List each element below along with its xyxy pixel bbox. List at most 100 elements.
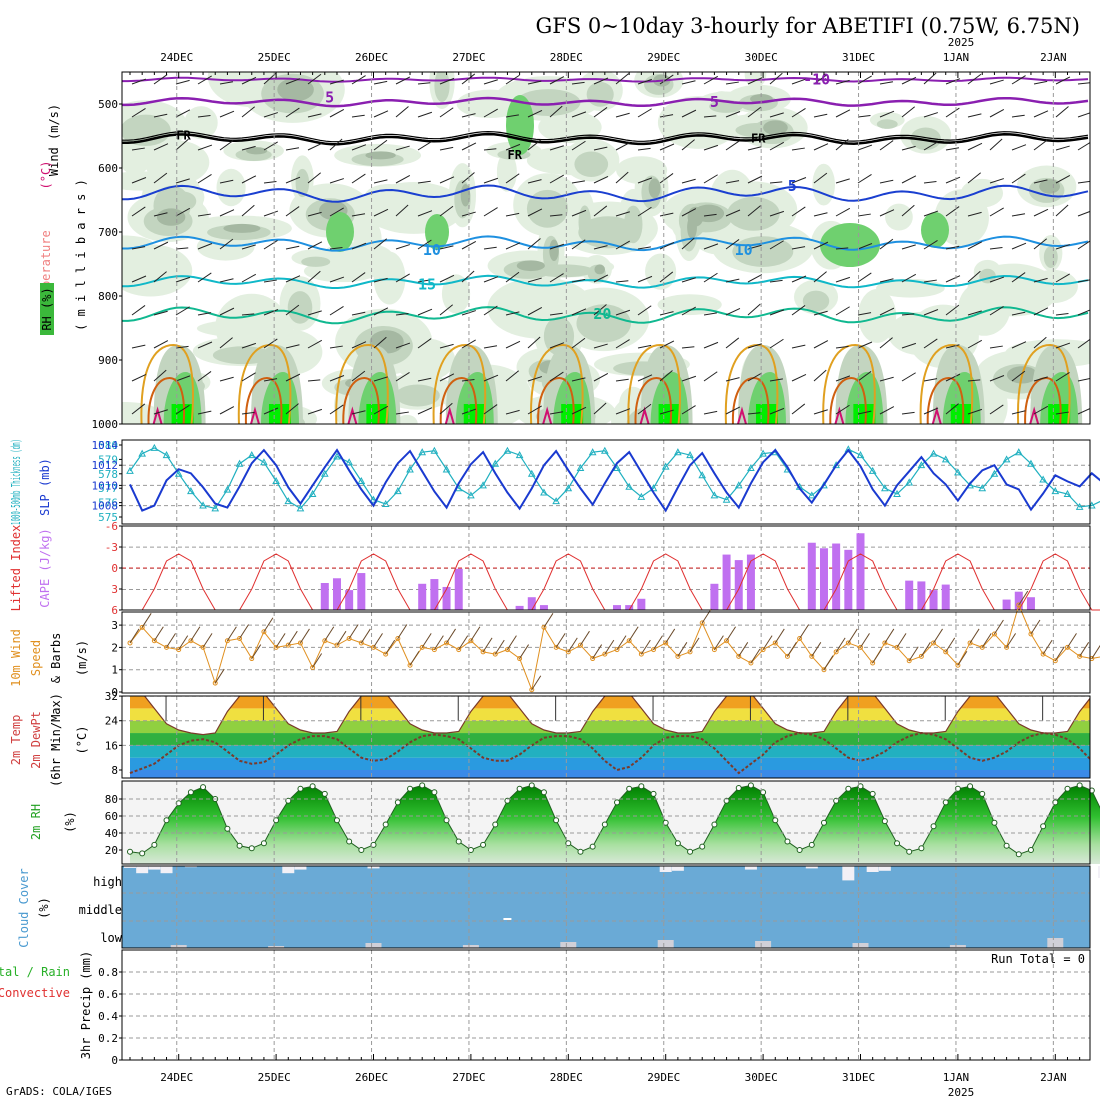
rh-green-area — [326, 212, 354, 252]
rh-point — [918, 845, 925, 852]
wind-barb — [879, 179, 894, 184]
wind-barb — [285, 373, 301, 382]
wind-barb — [1011, 272, 1026, 283]
wind-barb — [1018, 590, 1029, 606]
rh-point — [1052, 799, 1059, 806]
wind-barb — [351, 75, 366, 85]
wind-barb — [901, 342, 917, 349]
wind-barb — [1011, 75, 1026, 85]
ylabel-precip-total: Total / Rain — [0, 965, 70, 979]
wind-barb — [725, 337, 740, 349]
date-label-top: 26DEC — [355, 51, 388, 64]
isotherm-label: 5 — [325, 89, 334, 107]
wind-barb — [750, 648, 761, 664]
wind-barb — [923, 338, 938, 349]
thickness-point — [844, 445, 853, 453]
rh-point — [808, 841, 815, 848]
wind-speed-point — [1004, 644, 1010, 650]
rh-point — [930, 823, 937, 830]
isotherm-10 — [122, 235, 1089, 252]
wind-barb — [166, 633, 176, 648]
wind-barb — [681, 346, 695, 349]
wind-barb — [835, 637, 846, 653]
rh-point — [1064, 785, 1071, 792]
wind-barb — [307, 211, 322, 217]
temp-band — [130, 733, 1090, 746]
wind-barb — [351, 114, 365, 118]
wind-speed-point — [821, 667, 827, 673]
wind-barb — [505, 173, 520, 184]
wind-barb — [285, 344, 300, 349]
wind-barb — [329, 247, 343, 250]
thickness-point — [211, 504, 220, 512]
wind-barb — [1055, 145, 1070, 151]
wind-speed-point — [1040, 651, 1046, 657]
wind-barb — [190, 626, 201, 641]
wind-barb — [373, 179, 388, 184]
y-tick-label: 0 — [111, 1054, 118, 1067]
wind-barb — [747, 146, 762, 151]
wind-barb — [703, 213, 717, 217]
wind-barb — [175, 375, 191, 382]
wind-barb — [527, 80, 542, 85]
thickness-point — [686, 451, 694, 459]
wind-barb — [615, 309, 631, 316]
wind-barb — [482, 637, 493, 653]
wind-barb — [373, 139, 388, 151]
wind-barb — [307, 142, 323, 151]
rh-mid-area — [434, 72, 450, 103]
thickness-point — [893, 489, 901, 497]
rh-light-area — [616, 156, 668, 185]
rh-point — [321, 790, 328, 797]
thickness-point — [576, 463, 585, 472]
wind-barb — [981, 633, 992, 648]
rh-point — [260, 840, 267, 847]
thickness-point — [1014, 448, 1023, 456]
wind-speed-point — [991, 631, 997, 637]
isotherm-plus5 — [122, 184, 1089, 203]
wind-ylabels: 10m Wind Speed & Barbs (m/s) — [9, 629, 89, 687]
wind-barb — [505, 212, 520, 217]
wind-barb — [957, 650, 968, 666]
wind-speed-point — [894, 644, 900, 650]
date-label-top: 25DEC — [258, 51, 291, 64]
wind-barb — [263, 141, 278, 151]
cape-bar — [844, 549, 853, 610]
rh-mid-area — [727, 196, 780, 231]
wind-barb — [901, 372, 916, 382]
y-tick-label: 1 — [111, 664, 118, 677]
cape-bar — [856, 533, 865, 610]
thickness-point — [381, 499, 390, 508]
wind-barb — [813, 271, 827, 283]
rh-point — [443, 817, 450, 824]
wind-barb — [989, 138, 1003, 151]
wind-barb — [470, 626, 481, 641]
wind-speed-point — [322, 638, 328, 644]
wind-barb — [197, 410, 212, 415]
wind-barb — [505, 409, 520, 415]
wind-barb — [571, 337, 586, 349]
temp-band — [130, 745, 1090, 758]
chart-title: GFS 0~10day 3-hourly for ABETIFI (0.75W,… — [536, 14, 1080, 38]
wind-barb — [659, 340, 675, 349]
rh-point — [796, 847, 803, 853]
rh-point — [869, 790, 876, 797]
y-tick-label: 60 — [105, 810, 118, 823]
rh-point — [151, 841, 158, 848]
wind-barb — [175, 276, 191, 283]
wind-barb — [747, 412, 761, 415]
wind-barb — [549, 174, 564, 184]
wind-barb — [659, 173, 674, 184]
wind-barb — [527, 376, 542, 382]
rh-light-area — [1027, 269, 1078, 304]
wind-barb — [571, 239, 586, 250]
rh-point — [747, 782, 754, 789]
cloud-low-bar — [560, 942, 577, 948]
wind-barb — [417, 407, 433, 415]
wind-barb — [1011, 242, 1027, 250]
wind-barb — [395, 342, 411, 349]
thickness-point — [357, 476, 366, 484]
wind-barb — [813, 74, 828, 85]
thickness-point — [552, 497, 560, 505]
wind-barb — [681, 80, 696, 85]
